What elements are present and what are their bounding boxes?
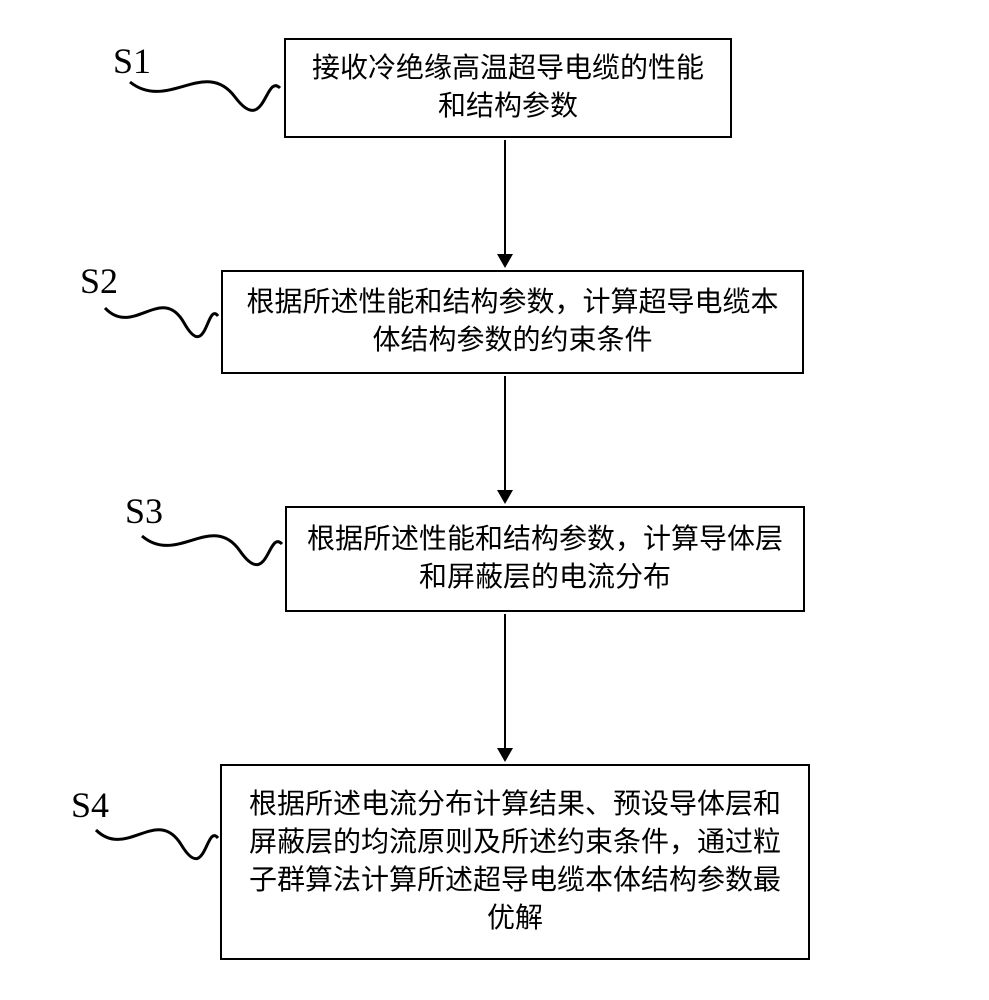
step-label-n1: S1	[113, 40, 151, 82]
node-text: 根据所述性能和结构参数，计算导体层和屏蔽层的电流分布	[303, 521, 787, 597]
step-label-n3: S3	[125, 490, 163, 532]
step-label-n2: S2	[80, 260, 118, 302]
node-text: 根据所述电流分布计算结果、预设导体层和屏蔽层的均流原则及所述约束条件，通过粒子群…	[238, 786, 792, 937]
step-label-n4: S4	[71, 784, 109, 826]
flowchart-node-n4: 根据所述电流分布计算结果、预设导体层和屏蔽层的均流原则及所述约束条件，通过粒子群…	[220, 764, 810, 960]
flowchart-node-n2: 根据所述性能和结构参数，计算超导电缆本体结构参数的约束条件	[221, 270, 804, 374]
flowchart-node-n1: 接收冷绝缘高温超导电缆的性能和结构参数	[284, 38, 732, 138]
node-text: 接收冷绝缘高温超导电缆的性能和结构参数	[302, 50, 714, 126]
arrow-1	[493, 376, 517, 506]
arrow-0	[493, 140, 517, 270]
arrow-2	[493, 614, 517, 764]
node-text: 根据所述性能和结构参数，计算超导电缆本体结构参数的约束条件	[239, 284, 786, 360]
flowchart-node-n3: 根据所述性能和结构参数，计算导体层和屏蔽层的电流分布	[285, 506, 805, 612]
